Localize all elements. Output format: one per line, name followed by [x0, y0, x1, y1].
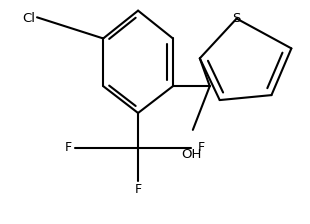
Text: Cl: Cl — [22, 12, 35, 25]
Text: OH: OH — [182, 148, 202, 161]
Text: F: F — [65, 141, 72, 154]
Text: S: S — [232, 12, 241, 25]
Text: F: F — [135, 183, 142, 196]
Text: F: F — [198, 141, 205, 154]
